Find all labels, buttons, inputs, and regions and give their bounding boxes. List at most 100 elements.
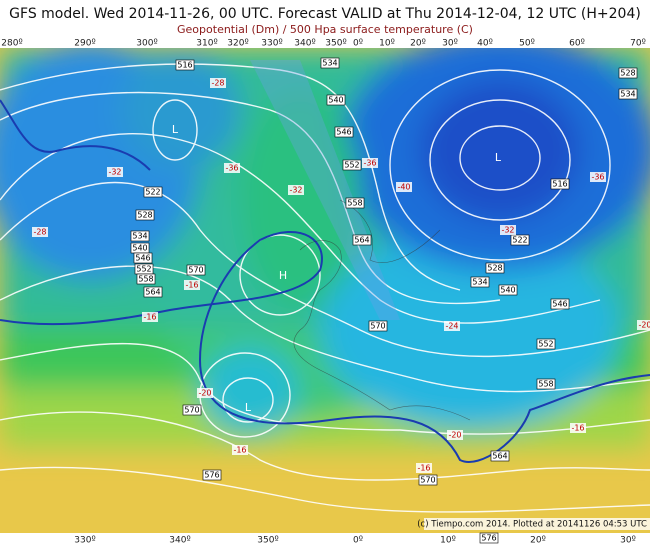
temperature-label: -24 [445,322,458,331]
geopotential-label-box [130,230,150,242]
geopotential-label-box [498,284,518,296]
temperature-label: -28 [33,228,46,237]
geopotential-label-box [326,94,346,106]
geopotential-label: 534 [620,90,635,99]
geopotential-label-box [334,126,354,138]
longitude-label: 0º [353,536,363,546]
geopotential-label: 564 [354,236,369,245]
geopotential-label: 516 [552,180,567,189]
title: GFS model. Wed 2014-11-26, 00 UTC. Forec… [9,6,641,22]
geopotential-label: 564 [492,452,507,461]
geopotential-label: 552 [136,265,151,274]
geopotential-label-box [510,234,530,246]
temperature-label-box [570,423,586,433]
temperature-label: -16 [417,464,430,473]
geopotential-label: 534 [472,278,487,287]
temperature-label-box [142,312,158,322]
geopotential-label-box [490,450,510,462]
temperature-label-box [107,167,123,177]
geopotential-label: 546 [552,300,567,309]
longitude-label: 320º [227,39,248,49]
labels: 516 5345405465525585645225285345405465525… [32,57,650,544]
temperature-label-box [224,163,240,173]
temperature-label-box [232,445,248,455]
temperature-label: -16 [185,281,198,290]
map-field [0,48,650,533]
longitude-label: 70º [630,39,646,49]
longitude-label: 300º [136,39,157,49]
geopotential-label: 546 [135,254,150,263]
geopotential-label-box [345,197,365,209]
geopotential-label-box [175,59,195,71]
geopotential-label: 546 [336,128,351,137]
temperature-label-box [447,430,463,440]
geopotential-label-box [182,404,202,416]
pressure-center: L [495,151,502,164]
temperature-label-box [444,321,460,331]
geopotential-label-box [550,178,570,190]
credit: (c) Tiempo.com 2014. Plotted at 20141126… [417,520,647,530]
longitude-label: 280º [1,39,22,49]
geopotential-label-box [352,234,372,246]
longitude-label: 340º [294,39,315,49]
temperature-label: -32 [289,186,302,195]
geopotential-label-box [536,378,556,390]
temperature-label-box [416,463,432,473]
longitude-label: 0º [353,39,363,49]
geopotential-label-box [320,57,340,69]
pressure-center: L [172,123,179,136]
temperature-label: -36 [225,164,238,173]
temperature-label-box [637,320,650,330]
geopotential-label: 540 [500,286,515,295]
geopotential-label-box [136,273,156,285]
geopotential-label-box [485,262,505,274]
temperature-label: -36 [363,159,376,168]
geopotential-label: 528 [137,211,152,220]
temperature-label-box [288,185,304,195]
geopotential-label: 570 [188,266,203,275]
geopotential-label-box [618,67,638,79]
geopotential-label: 528 [620,69,635,78]
credit-box [424,518,650,530]
geopotential-label-box [418,474,438,486]
geopotential-label: 522 [512,236,527,245]
pressure-center: L [245,401,252,414]
temperature-label-box [590,172,606,182]
geopotential-label: 552 [538,340,553,349]
temperature-label: -16 [233,446,246,455]
temperature-label: -20 [448,431,461,440]
temperature-label-box [210,78,226,88]
geopotential-label: 570 [184,406,199,415]
temperature-label-box [197,388,213,398]
temperature-label: -40 [397,183,410,192]
longitude-label: 350º [325,39,346,49]
temperature-label: -36 [591,173,604,182]
longitude-label: 40º [477,39,493,49]
longitude-label: 330º [261,39,282,49]
geopotential-label-box [618,88,638,100]
geopotential-label: 534 [322,59,337,68]
geopotential-label: 570 [370,322,385,331]
longitude-label: 60º [569,39,585,49]
temperature-label: -20 [638,321,650,330]
geopotential-label-box [143,286,163,298]
temperature-label-box [396,182,412,192]
geopotential-label-box [470,276,490,288]
temperature-label: -32 [501,226,514,235]
geopotential-label: 540 [132,244,147,253]
temperature-label: -32 [108,168,121,177]
geopotential-label: 552 [344,161,359,170]
geopotential-label-box [186,264,206,276]
geopotential-label-box [342,159,362,171]
temperature-label: -16 [143,313,156,322]
geopotential-label-box [143,186,163,198]
temperature-label-box [32,227,48,237]
temperature-label-box [184,280,200,290]
temperature-label-box [362,158,378,168]
longitude-label: 30º [620,536,636,546]
temperature-label: -16 [571,424,584,433]
geopotential-label-box [135,209,155,221]
longitude-label: 50º [519,39,535,49]
geopotential-label: 558 [538,380,553,389]
